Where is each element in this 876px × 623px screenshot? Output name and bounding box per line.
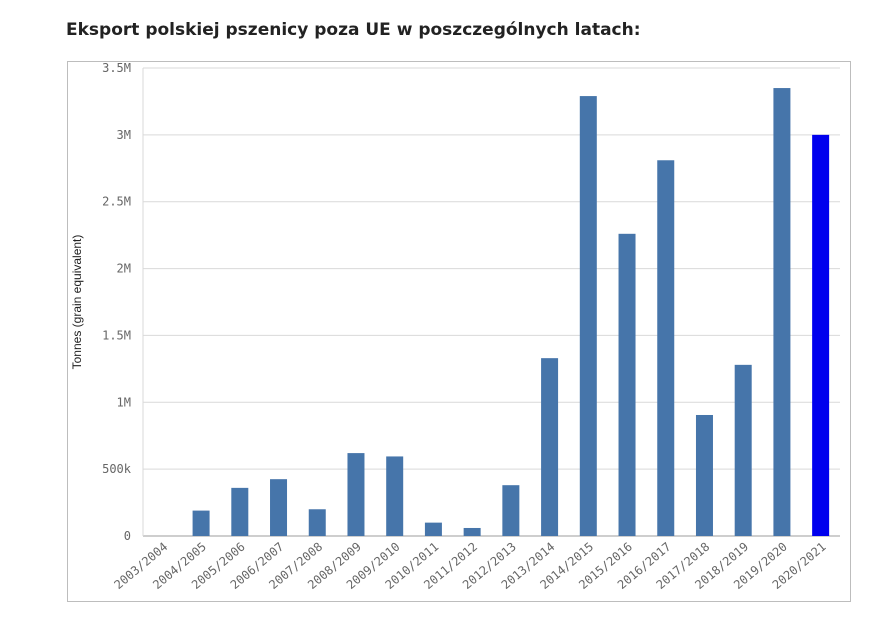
y-tick-label: 0 <box>124 529 131 543</box>
y-tick-label: 1M <box>117 395 131 409</box>
bar <box>308 509 326 536</box>
y-tick-label: 3.5M <box>102 61 131 75</box>
bar <box>270 479 288 536</box>
page-title: Eksport polskiej pszenicy poza UE w posz… <box>66 20 641 40</box>
bar <box>695 414 713 536</box>
y-tick-label: 1.5M <box>102 328 131 342</box>
x-axis-ticks: 2003/20042004/20052005/20062006/20072007… <box>111 540 828 593</box>
y-tick-label: 500k <box>102 462 132 476</box>
bar <box>657 160 675 536</box>
bar <box>812 134 830 536</box>
y-tick-label: 2.5M <box>102 195 131 209</box>
bar <box>231 487 249 536</box>
bar <box>347 453 365 536</box>
grid-lines <box>142 67 840 537</box>
bar <box>541 358 559 536</box>
bar <box>192 510 210 536</box>
y-axis-ticks: 0 500k 1M 1.5M 2M 2.5M 3M 3.5M <box>102 61 132 543</box>
bar <box>579 96 597 536</box>
y-tick-label: 3M <box>117 128 131 142</box>
y-tick-label: 2M <box>117 262 131 276</box>
bar <box>386 456 404 536</box>
bar <box>773 88 791 537</box>
bar <box>734 364 752 536</box>
bar <box>463 527 481 536</box>
y-axis-label: Tonnes (grain equivalent) <box>70 235 84 370</box>
bar <box>502 485 520 536</box>
bar <box>618 233 636 536</box>
bar <box>424 522 442 536</box>
bars <box>192 88 830 537</box>
